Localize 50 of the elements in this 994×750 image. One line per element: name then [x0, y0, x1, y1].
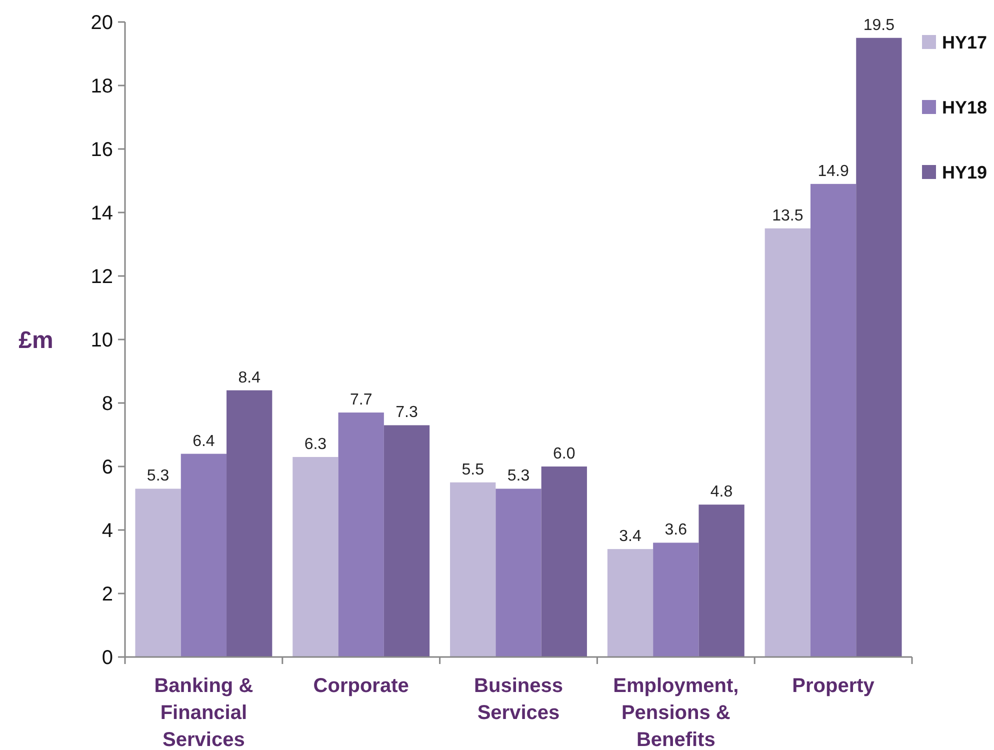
y-tick-label: 20	[90, 12, 113, 34]
legend-label: HY17	[942, 32, 988, 52]
bar	[764, 228, 810, 657]
data-label: 6.4	[192, 432, 215, 450]
x-tick-label: Employment, Pensions & Benefits	[613, 675, 739, 750]
y-tick-label: 4	[102, 520, 113, 542]
data-label: 6.3	[304, 436, 327, 453]
bar	[338, 412, 384, 657]
data-label: 5.3	[146, 468, 170, 485]
y-axis-title: £m	[18, 326, 54, 354]
bar	[180, 454, 227, 657]
y-tick-label: 12	[90, 266, 113, 288]
y-tick-label: 6	[102, 456, 113, 478]
x-tick-label: Business Services	[474, 675, 563, 724]
y-tick-label: 16	[90, 139, 113, 161]
data-label: 7.7	[350, 392, 372, 409]
bar	[135, 488, 181, 657]
x-tick-label: Banking & Financial Services	[154, 675, 254, 750]
data-label: 6.0	[553, 446, 576, 462]
bar	[607, 549, 654, 657]
data-label: 3.6	[664, 522, 688, 539]
data-label: 3.4	[619, 528, 642, 546]
bar	[292, 456, 338, 657]
bar	[226, 390, 272, 657]
data-label: 8.4	[238, 369, 261, 386]
bar	[653, 542, 699, 657]
bar	[810, 184, 856, 657]
x-tick-label: Corporate	[313, 675, 409, 697]
y-tick-label: 2	[102, 584, 113, 606]
data-label: 5.3	[507, 468, 530, 485]
data-label: 14.9	[818, 162, 849, 180]
bar	[384, 425, 430, 657]
bar	[856, 38, 902, 657]
data-label: 7.3	[396, 404, 418, 422]
y-tick-label: 18	[90, 76, 113, 98]
data-label: 13.5	[772, 207, 804, 224]
legend-label: HY19	[942, 162, 988, 182]
y-tick-label: 0	[102, 647, 113, 669]
bar	[496, 488, 542, 657]
bar	[450, 482, 496, 657]
legend-label: HY18	[942, 97, 988, 118]
bar	[698, 504, 744, 657]
bar	[541, 466, 587, 657]
data-label: 4.8	[710, 484, 733, 501]
data-label: 19.5	[863, 16, 895, 34]
y-tick-label: 8	[102, 393, 113, 415]
x-tick-label: Property	[792, 675, 876, 697]
y-tick-label: 10	[90, 330, 113, 352]
data-label: 5.5	[462, 461, 484, 478]
y-tick-label: 14	[90, 202, 113, 224]
